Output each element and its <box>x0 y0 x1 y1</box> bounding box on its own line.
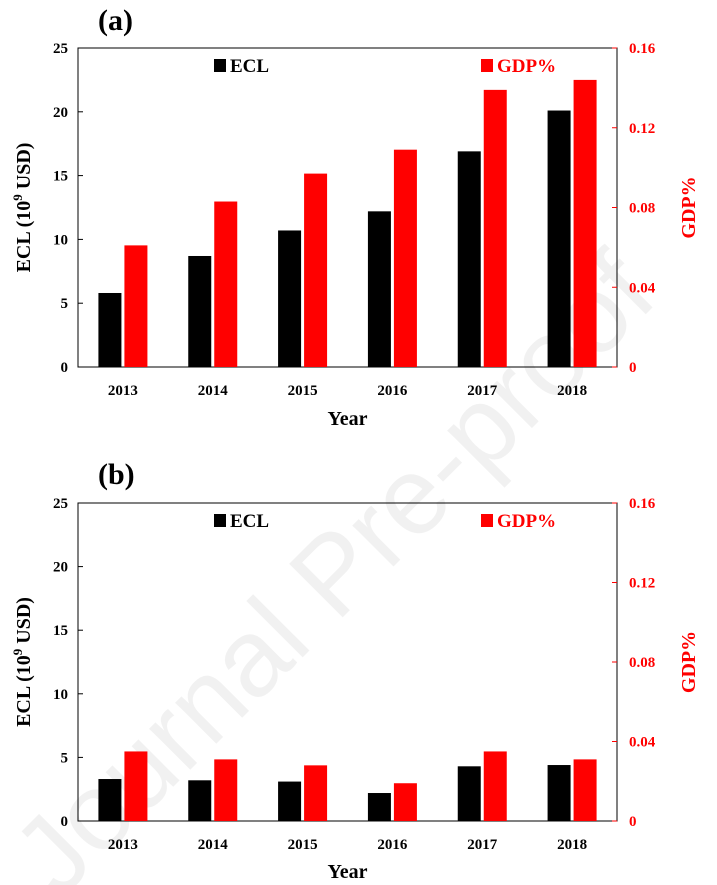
y2-axis-title: GDP% <box>678 176 700 238</box>
bar-gdp-2016 <box>393 783 417 821</box>
y-tick-label: 20 <box>53 560 68 576</box>
y-tick-label: 0 <box>61 360 69 376</box>
x-tick-label: 2018 <box>557 837 587 853</box>
y2-tick-label: 0.04 <box>629 280 656 296</box>
bar-gdp-2015 <box>304 765 328 821</box>
y2-axis-title: GDP% <box>678 631 700 693</box>
legend: ECL GDP% <box>214 56 556 77</box>
x-tick-label: 2015 <box>288 837 318 853</box>
x-tick-label: 2017 <box>467 837 498 853</box>
legend-label-ecl: ECL <box>230 511 269 532</box>
x-tick-label: 2016 <box>377 837 408 853</box>
bar-gdp-2017 <box>483 89 507 368</box>
legend-swatch-ecl <box>214 514 226 527</box>
y2-tick-label: 0.08 <box>629 201 655 217</box>
bar-gdp-2015 <box>304 173 328 367</box>
y2-tick-label: 0 <box>629 814 637 830</box>
bar-gdp-2014 <box>214 201 238 367</box>
x-tick-label: 2015 <box>288 383 318 399</box>
y2-tick-label: 0.12 <box>629 121 655 137</box>
x-tick-label: 2018 <box>557 383 587 399</box>
x-tick-label: 2014 <box>198 837 229 853</box>
bar-ecl-2018 <box>547 110 571 368</box>
y2-tick-label: 0.04 <box>629 735 656 751</box>
bar-ecl-2017 <box>457 766 481 821</box>
y-tick-label: 15 <box>53 169 68 185</box>
legend-swatch-gdp <box>481 514 493 527</box>
x-axis-title: Year <box>328 861 368 883</box>
y-tick-label: 25 <box>53 41 68 57</box>
x-tick-label: 2017 <box>467 383 498 399</box>
y-tick-label: 25 <box>53 496 68 512</box>
bar-ecl-2018 <box>547 765 571 821</box>
chart-panel-a: (a) 0 5 10 15 20 25 0 0.04 0.08 0.12 0.16 ECL (109 U… <box>10 4 700 430</box>
bar-gdp-2013 <box>124 245 148 367</box>
chart-panel-b: (b) 0 5 10 15 20 25 0 0.04 0.08 0.12 0.16 ECL (109 U… <box>10 458 700 883</box>
bar-ecl-2016 <box>367 211 391 367</box>
legend-label-gdp: GDP% <box>497 511 556 532</box>
panel-label: (b) <box>98 458 135 491</box>
legend: ECL GDP% <box>214 511 556 532</box>
x-axis-title: Year <box>328 408 368 430</box>
bar-gdp-2013 <box>124 751 148 821</box>
y-tick-label: 10 <box>53 232 68 248</box>
x-tick-label: 2013 <box>108 837 138 853</box>
y-tick-label: 10 <box>53 687 68 703</box>
legend-swatch-gdp <box>481 59 493 72</box>
bar-ecl-2013 <box>98 292 122 367</box>
y2-tick-label: 0 <box>629 360 637 376</box>
x-tick-label: 2016 <box>377 383 408 399</box>
bar-ecl-2015 <box>278 781 302 821</box>
y-tick-label: 20 <box>53 105 68 121</box>
y2-tick-label: 0.16 <box>629 41 656 57</box>
bar-ecl-2014 <box>188 255 212 367</box>
bar-ecl-2016 <box>367 793 391 821</box>
x-tick-label: 2014 <box>198 383 229 399</box>
y-tick-label: 5 <box>61 296 69 312</box>
bar-ecl-2017 <box>457 151 481 367</box>
legend-swatch-ecl <box>214 59 226 72</box>
y2-tick-label: 0.12 <box>629 576 655 592</box>
bar-gdp-2016 <box>393 149 417 367</box>
y-tick-label: 15 <box>53 623 68 639</box>
y2-tick-label: 0.08 <box>629 655 655 671</box>
bar-gdp-2017 <box>483 751 507 821</box>
x-tick-label: 2013 <box>108 383 138 399</box>
y-tick-label: 0 <box>61 814 69 830</box>
legend-label-ecl: ECL <box>230 56 269 77</box>
bar-ecl-2015 <box>278 230 302 367</box>
bar-ecl-2014 <box>188 780 212 821</box>
bar-ecl-2013 <box>98 779 122 821</box>
y-axis-title: ECL (109 USD) <box>10 143 35 273</box>
bar-gdp-2018 <box>573 759 597 821</box>
y2-tick-label: 0.16 <box>629 496 656 512</box>
y-axis-title: ECL (109 USD) <box>10 597 35 727</box>
legend-label-gdp: GDP% <box>497 56 556 77</box>
bar-gdp-2018 <box>573 79 597 368</box>
bar-gdp-2014 <box>214 759 238 821</box>
panel-label: (a) <box>98 4 133 37</box>
y-tick-label: 5 <box>61 750 69 766</box>
